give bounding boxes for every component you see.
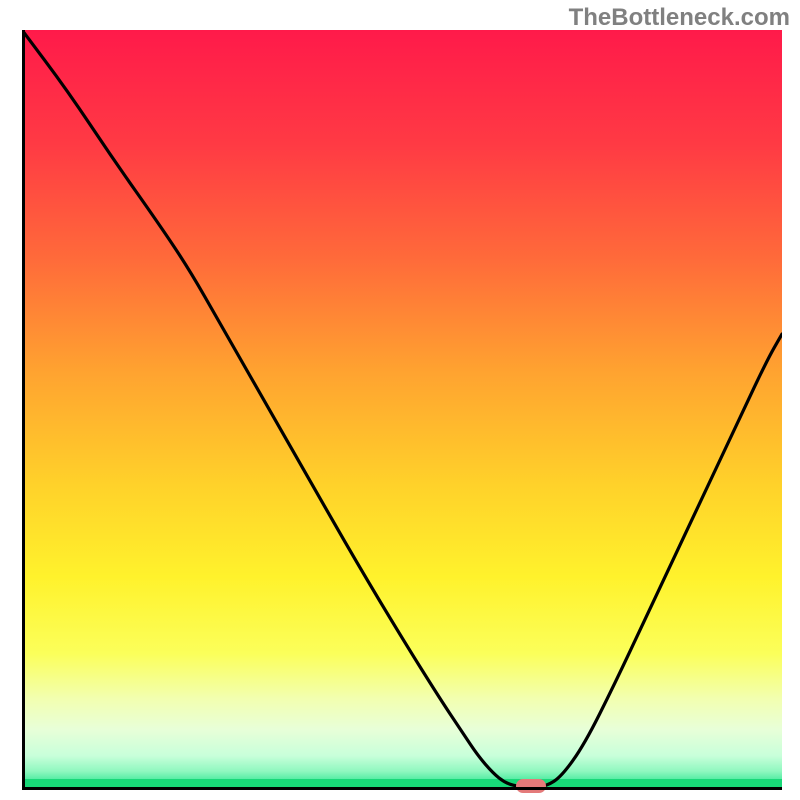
x-axis [22,787,782,790]
watermark-text: TheBottleneck.com [569,4,790,32]
y-axis [22,30,25,790]
curve-line [22,30,782,790]
plot-area [22,30,782,790]
chart-container: TheBottleneck.com [0,0,800,800]
